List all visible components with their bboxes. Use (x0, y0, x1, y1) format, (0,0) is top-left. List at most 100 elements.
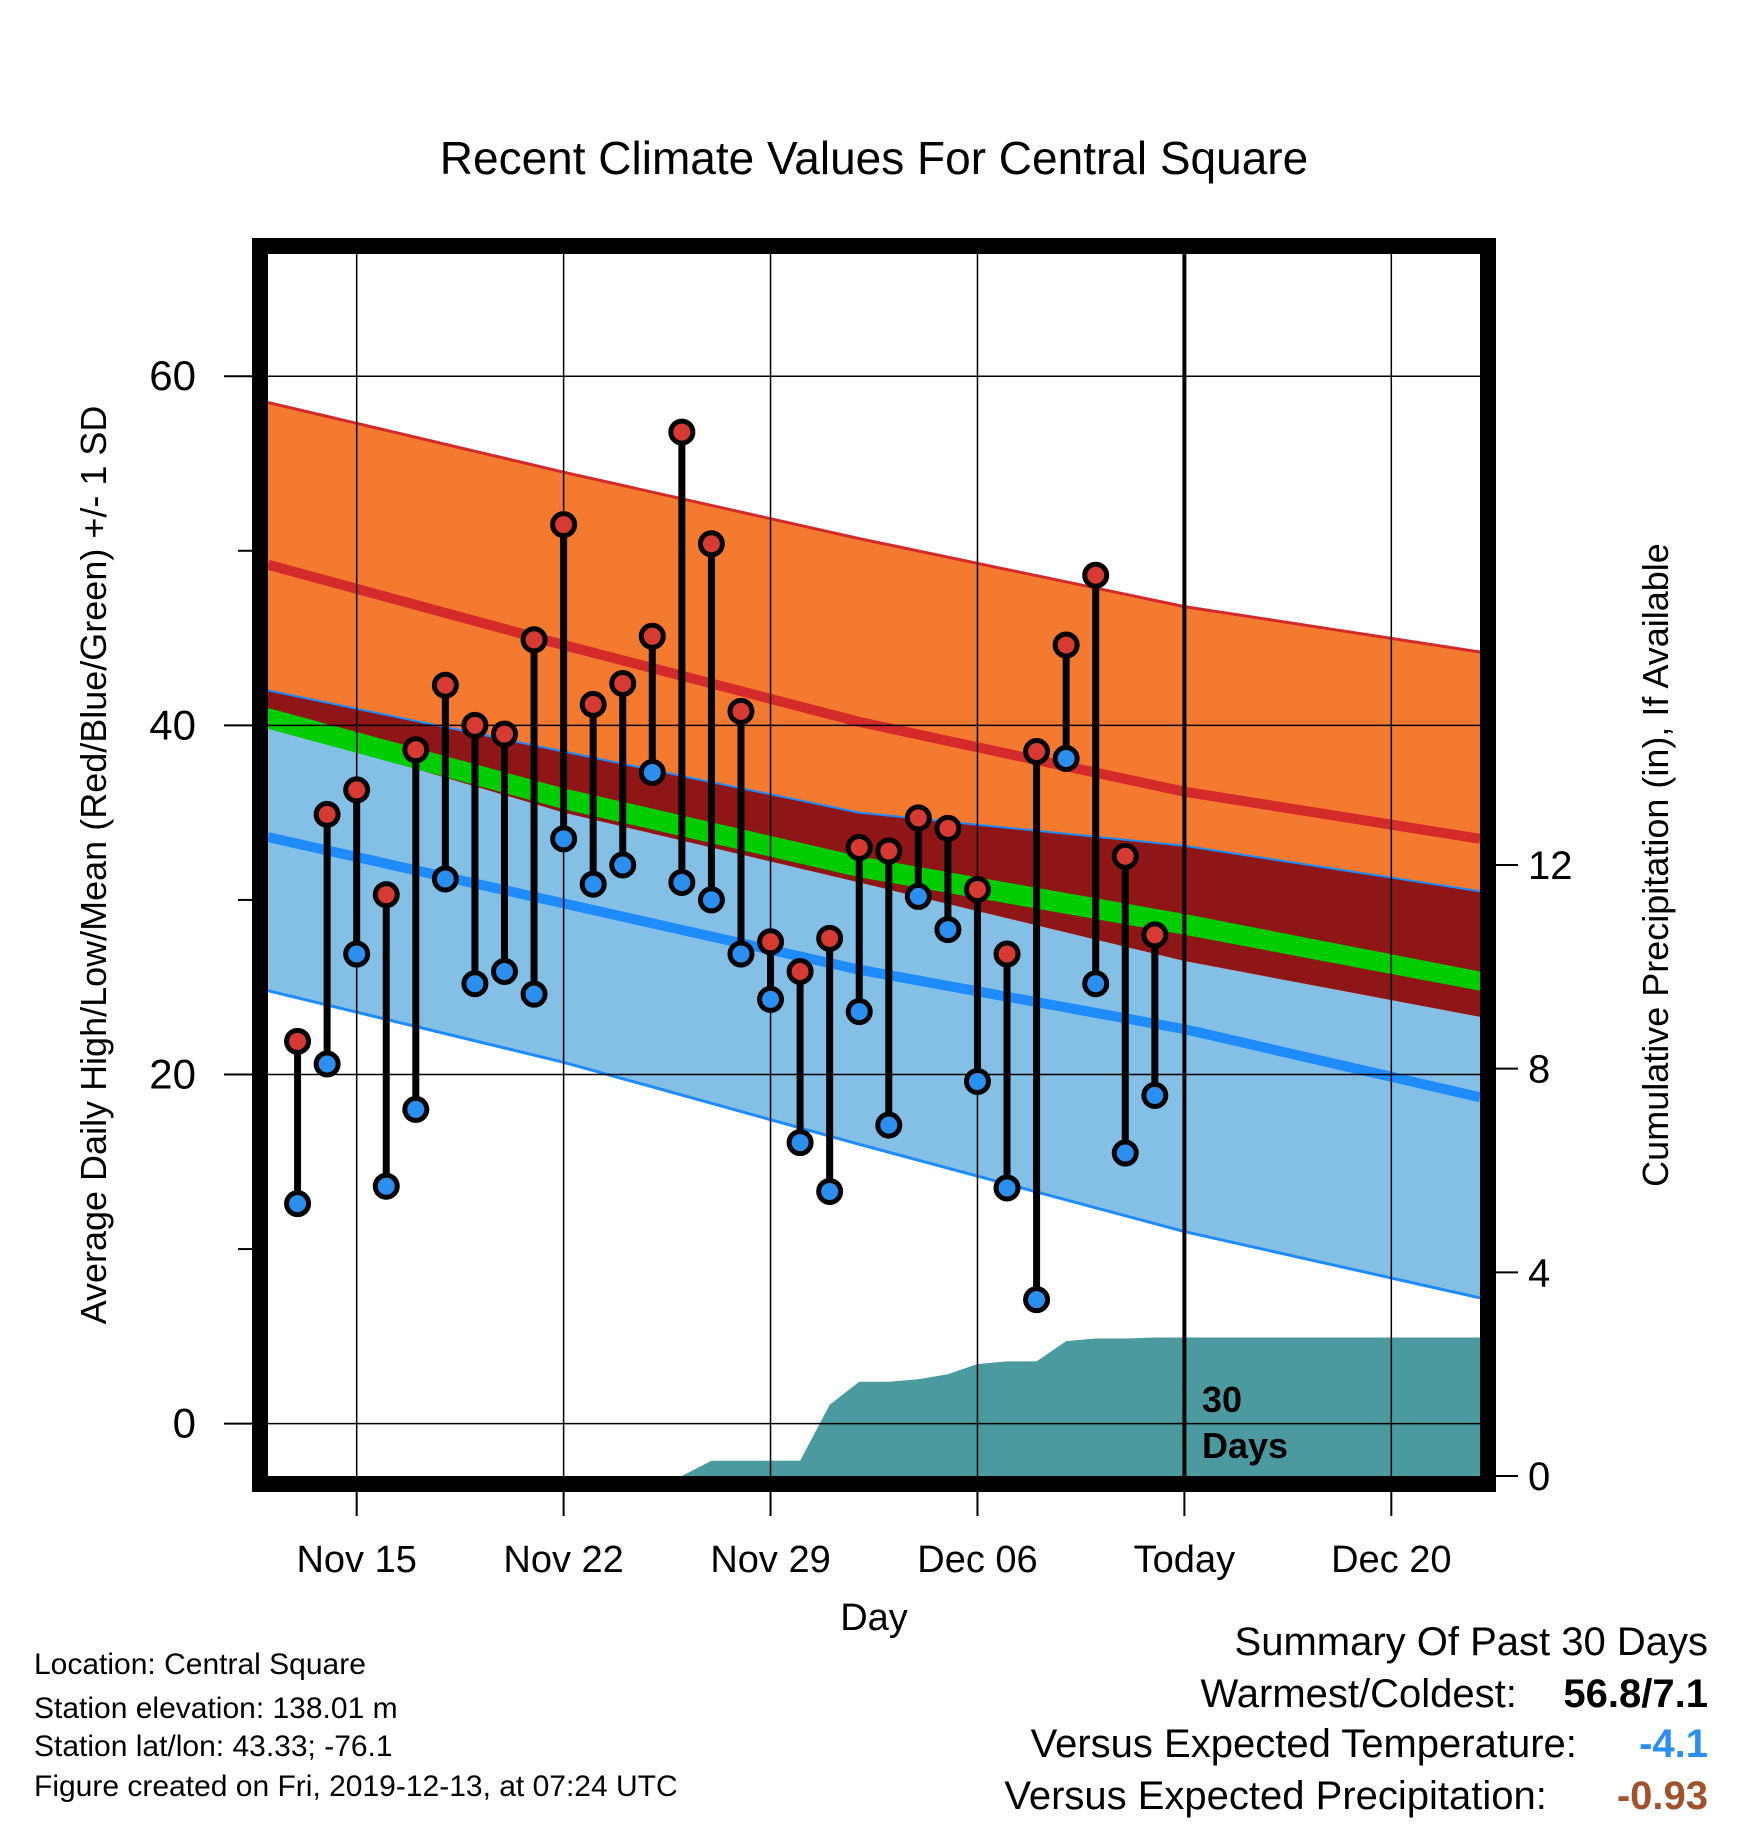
daily-low-point-29 (1111, 1139, 1139, 1167)
daily-low-point-18 (786, 1129, 814, 1157)
daily-high-point-30 (1141, 921, 1169, 949)
daily-low-point-2 (313, 1050, 341, 1078)
daily-high-point-25 (993, 940, 1021, 968)
daily-high-point-23 (934, 814, 962, 842)
x-tick-label-3: Dec 06 (917, 1539, 1037, 1581)
daily-high-point-18 (786, 957, 814, 985)
daily-high-point-7 (461, 711, 489, 739)
low-lower-edge (268, 989, 1480, 1300)
daily-low-point-4 (372, 1172, 400, 1200)
daily-high-point-24 (963, 875, 991, 903)
daily-high-point-29 (1111, 842, 1139, 870)
x-tick-label-1: Nov 22 (503, 1539, 623, 1581)
x-tick-label-0: Nov 15 (296, 1539, 416, 1581)
summary-precip-row: Versus Expected Precipitation: -0.93 (1004, 1774, 1708, 1819)
summary-temp-value: -4.1 (1639, 1722, 1708, 1766)
y2-axis-label: Cumulative Precipitation (in), If Availa… (1635, 543, 1676, 1187)
y2-tick-label-12: 12 (1528, 844, 1573, 888)
daily-high-point-9 (520, 626, 548, 654)
summary-warmest-value: 56.8/7.1 (1563, 1672, 1708, 1716)
x-tick-label-4: Today (1134, 1539, 1235, 1581)
daily-high-point-2 (313, 800, 341, 828)
daily-high-point-6 (431, 671, 459, 699)
daily-low-point-1 (284, 1190, 312, 1218)
daily-low-point-24 (963, 1067, 991, 1095)
daily-low-point-19 (816, 1177, 844, 1205)
high-upper-edge (268, 400, 1480, 654)
daily-low-point-10 (550, 825, 578, 853)
daily-high-point-8 (490, 720, 518, 748)
footer-elevation: Station elevation: 138.01 m (34, 1692, 398, 1725)
normal-high-line (268, 559, 1480, 844)
daily-low-point-20 (845, 998, 873, 1026)
daily-low-point-7 (461, 970, 489, 998)
daily-high-point-19 (816, 924, 844, 952)
daily-low-point-26 (1023, 1286, 1051, 1314)
daily-high-point-4 (372, 881, 400, 909)
footer-created: Figure created on Fri, 2019-12-13, at 07… (34, 1770, 678, 1803)
x-tick-label-2: Nov 29 (710, 1539, 830, 1581)
daily-high-point-12 (609, 669, 637, 697)
daily-high-point-17 (757, 928, 785, 956)
y2-tick-label-4: 4 (1528, 1251, 1550, 1295)
daily-low-point-16 (727, 940, 755, 968)
x-axis-label: Day (840, 1597, 908, 1639)
daily-high-point-28 (1082, 561, 1110, 589)
footer-latlon: Station lat/lon: 43.33; -76.1 (34, 1730, 393, 1763)
daily-low-point-25 (993, 1174, 1021, 1202)
daily-low-point-17 (757, 985, 785, 1013)
daily-low-point-27 (1052, 745, 1080, 773)
today-label-line2: Days (1202, 1425, 1288, 1466)
daily-markers (284, 418, 1169, 1314)
summary-warmest-row: Warmest/Coldest: 56.8/7.1 (1201, 1672, 1709, 1717)
daily-high-point-21 (875, 837, 903, 865)
summary-warmest-label: Warmest/Coldest: (1200, 1672, 1517, 1716)
y2-tick-label-8: 8 (1528, 1048, 1550, 1092)
daily-high-point-1 (284, 1027, 312, 1055)
summary-title: Summary Of Past 30 Days (1234, 1620, 1708, 1664)
daily-high-point-26 (1023, 738, 1051, 766)
x-tick-label-5: Dec 20 (1331, 1539, 1451, 1581)
daily-low-point-28 (1082, 970, 1110, 998)
y-axis-label: Average Daily High/Low/Mean (Red/Blue/Gr… (73, 406, 114, 1325)
summary-precip-label: Versus Expected Precipitation: (1004, 1774, 1547, 1818)
y-tick-label-20: 20 (149, 1050, 196, 1097)
daily-low-point-23 (934, 916, 962, 944)
footer-location: Location: Central Square (34, 1648, 366, 1681)
today-label-line1: 30 (1202, 1379, 1242, 1420)
daily-low-point-9 (520, 980, 548, 1008)
y-tick-label-0: 0 (173, 1400, 196, 1447)
daily-high-point-13 (638, 622, 666, 650)
daily-low-point-13 (638, 758, 666, 786)
plot-frame (252, 238, 1496, 1492)
daily-high-point-3 (343, 776, 371, 804)
daily-low-point-3 (343, 940, 371, 968)
daily-high-point-16 (727, 697, 755, 725)
daily-low-point-12 (609, 851, 637, 879)
daily-low-point-11 (579, 870, 607, 898)
summary-temp-row: Versus Expected Temperature: -4.1 (1031, 1722, 1708, 1767)
y-tick-label-60: 60 (149, 352, 196, 399)
plot-area (268, 254, 1480, 1476)
daily-low-point-8 (490, 957, 518, 985)
summary-precip-value: -0.93 (1616, 1774, 1708, 1818)
axes: 0 20 40 60 0 4 8 12 Nov 15 Nov 22 Nov 29 Dec 06 Toda… (149, 352, 1572, 1581)
daily-high-point-10 (550, 511, 578, 539)
normal-overlap-band (268, 690, 1480, 1017)
y2-tick-label-0: 0 (1528, 1455, 1550, 1499)
daily-high-point-14 (668, 418, 696, 446)
daily-low-point-22 (904, 882, 932, 910)
daily-low-point-30 (1141, 1081, 1169, 1109)
daily-low-point-14 (668, 868, 696, 896)
daily-low-point-21 (875, 1111, 903, 1139)
daily-low-point-5 (402, 1095, 430, 1123)
daily-low-point-15 (697, 886, 725, 914)
y-tick-label-40: 40 (149, 701, 196, 748)
summary-temp-label: Versus Expected Temperature: (1030, 1722, 1577, 1766)
daily-high-point-22 (904, 804, 932, 832)
daily-high-point-27 (1052, 631, 1080, 659)
daily-high-point-15 (697, 530, 725, 558)
daily-high-point-11 (579, 690, 607, 718)
daily-high-point-20 (845, 834, 873, 862)
